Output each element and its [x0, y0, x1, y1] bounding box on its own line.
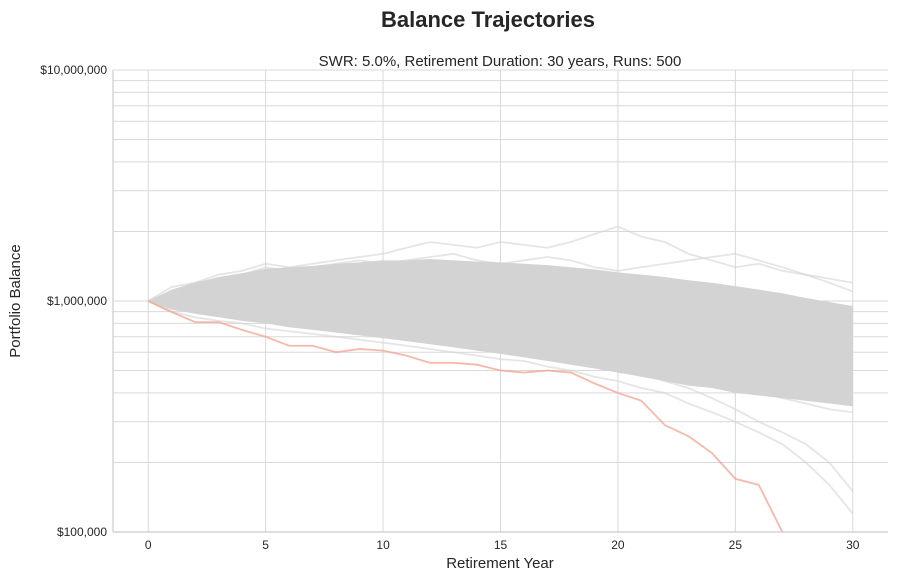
chart-subtitle: SWR: 5.0%, Retirement Duration: 30 years… — [319, 53, 682, 70]
trajectory-line — [148, 295, 853, 376]
failed-trajectory-line — [147, 300, 784, 532]
y-tick-label: $10,000,000 — [40, 63, 107, 77]
chart-title: Balance Trajectories — [381, 7, 595, 32]
y-axis-label: Portfolio Balance — [7, 244, 24, 357]
trajectory-line — [148, 269, 853, 315]
dense-band — [148, 258, 853, 407]
axes: 0 5 10 15 20 25 30 $100,000 $1,000,000 $10,000,00… — [40, 63, 888, 552]
trajectory-line — [147, 252, 854, 302]
trajectory-line — [148, 300, 853, 383]
trajectory-lines — [147, 225, 854, 532]
x-tick-label: 5 — [262, 538, 269, 552]
x-tick-label: 30 — [846, 538, 860, 552]
trajectory-line — [147, 225, 853, 302]
x-tick-label: 15 — [494, 538, 508, 552]
trajectory-line — [148, 286, 853, 347]
y-tick-label: $100,000 — [57, 525, 107, 539]
trajectory-line — [147, 264, 853, 331]
x-tick-label: 20 — [611, 538, 625, 552]
x-axis-label: Retirement Year — [446, 555, 554, 572]
trajectory-line — [147, 300, 853, 414]
trajectory-line — [147, 300, 854, 515]
dense-trajectory-band — [148, 258, 853, 407]
x-tick-label: 10 — [376, 538, 390, 552]
x-tick-label: 0 — [145, 538, 152, 552]
x-tick-label: 25 — [729, 538, 743, 552]
y-tick-label: $1,000,000 — [47, 294, 107, 308]
trajectory-line — [148, 300, 854, 492]
